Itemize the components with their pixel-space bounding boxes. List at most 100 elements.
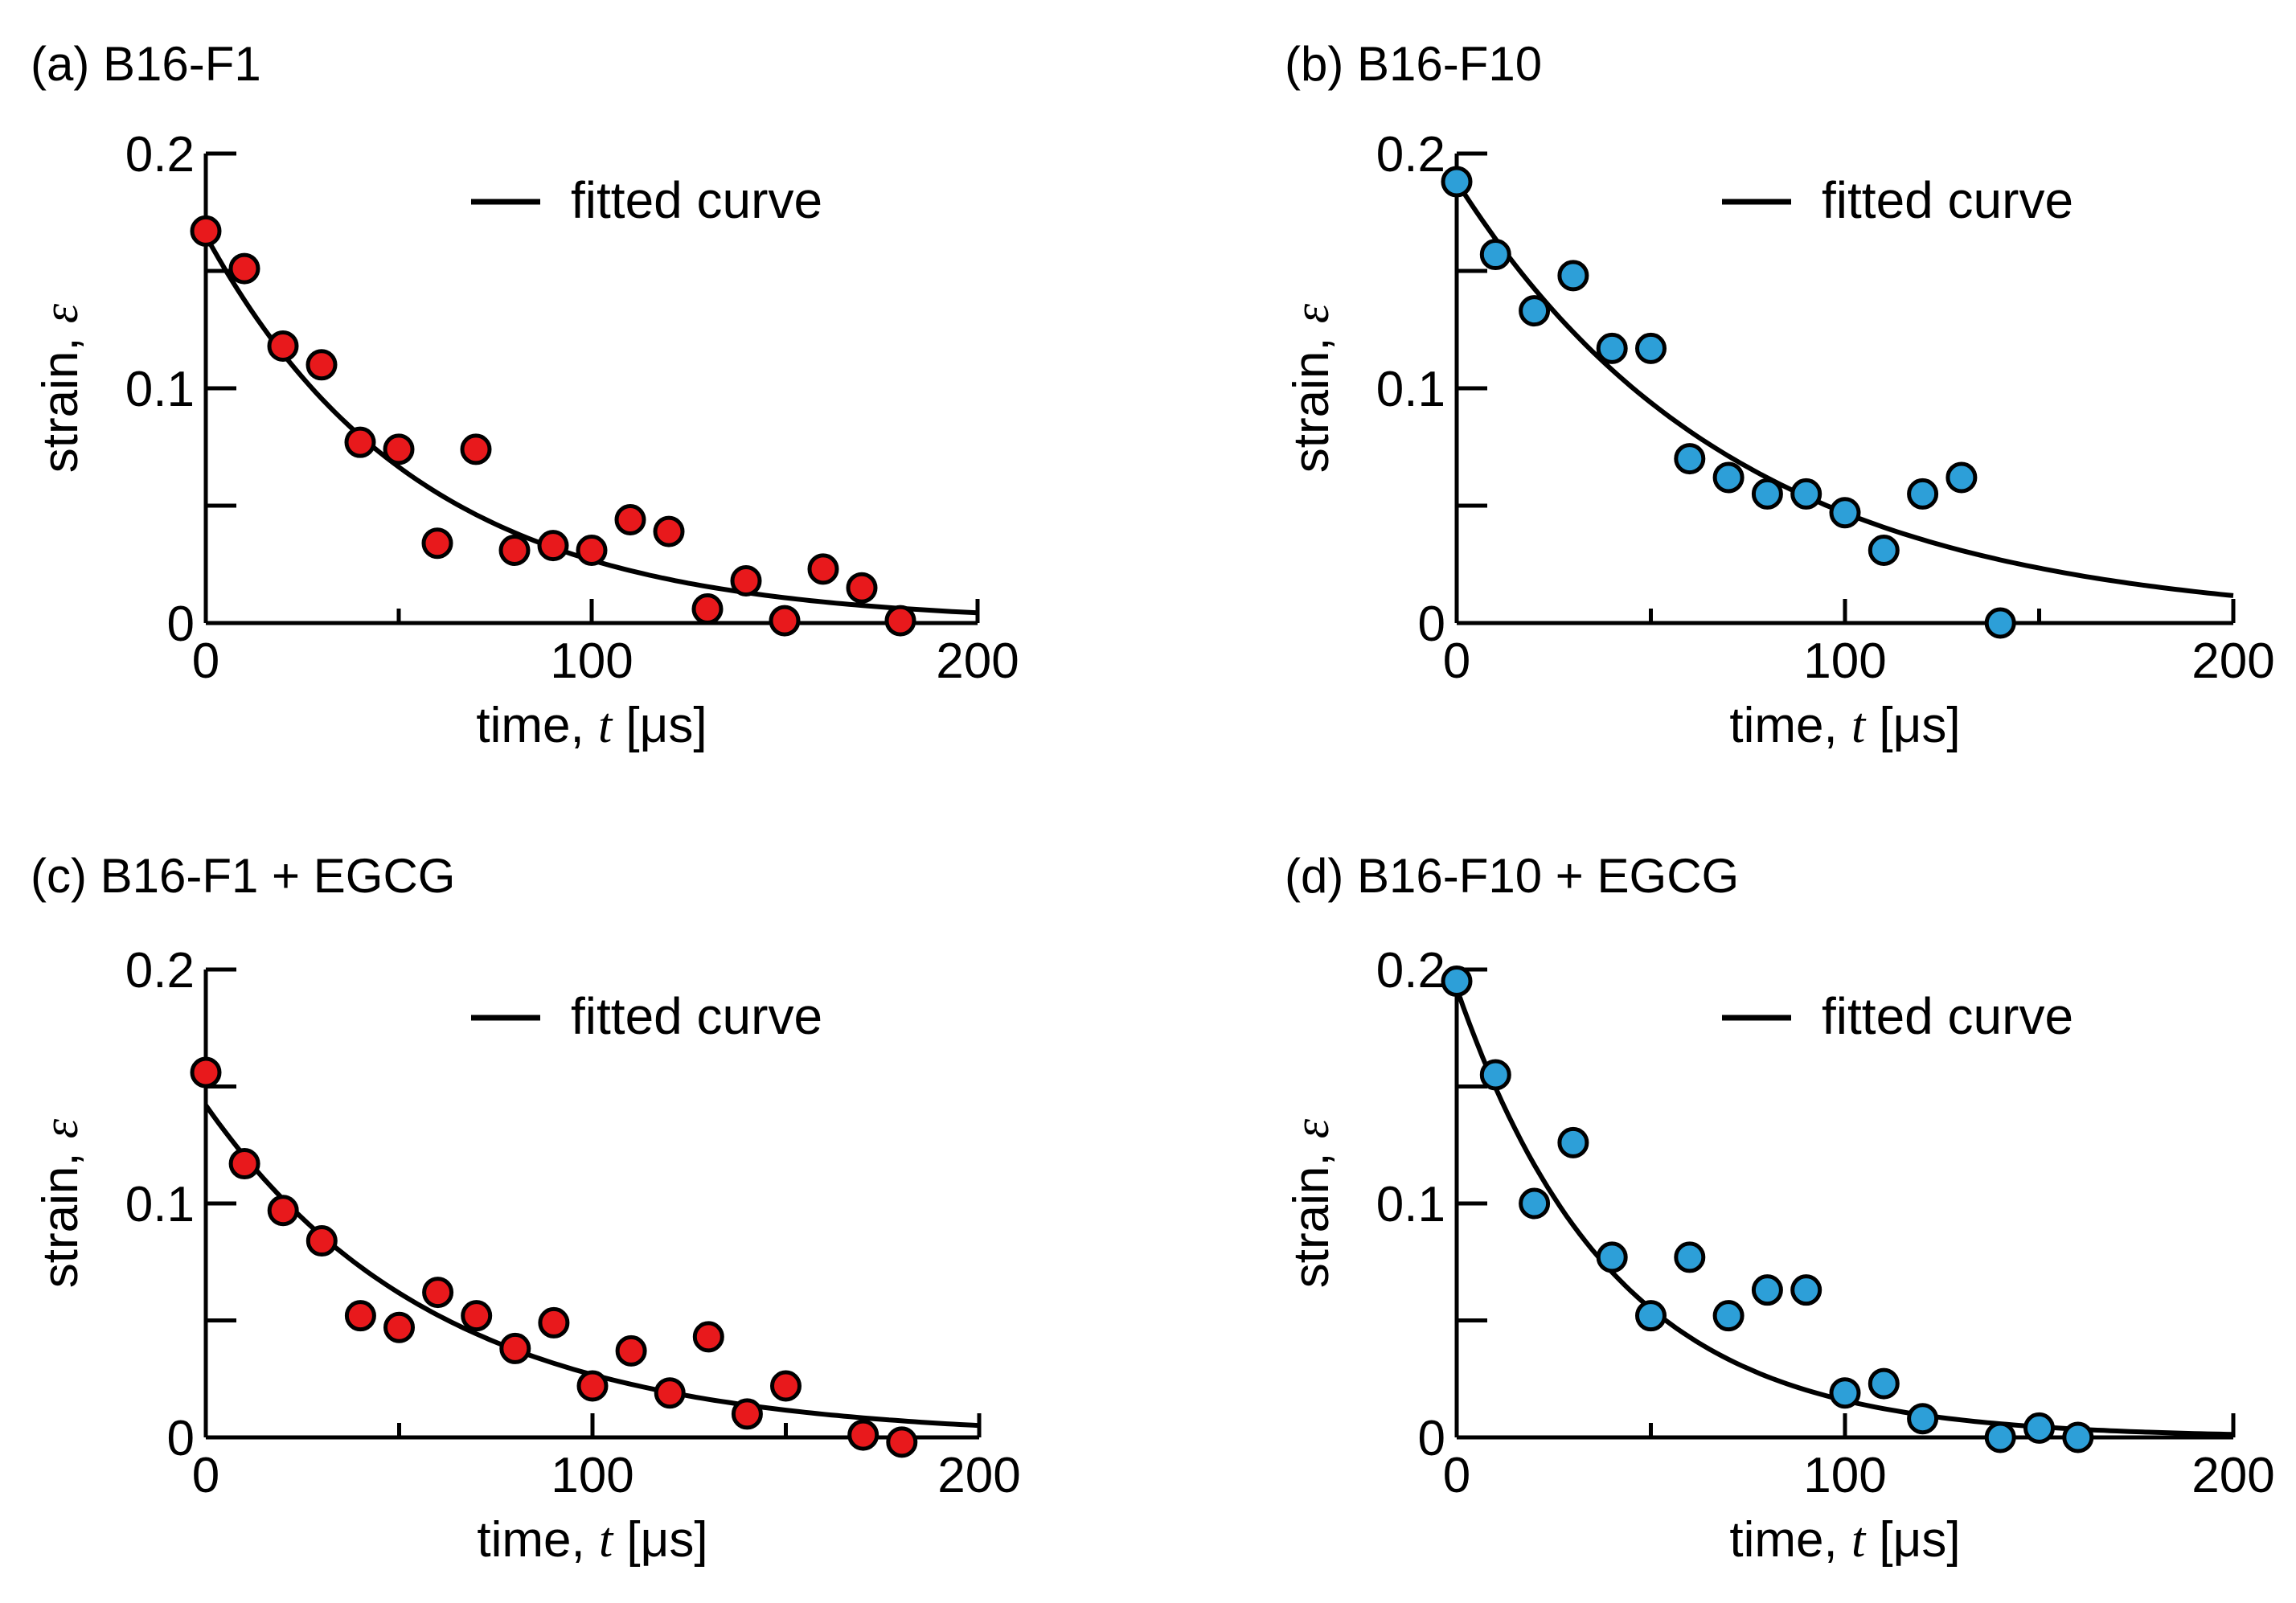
x-tick-label: 200 <box>2191 1448 2274 1503</box>
data-point <box>1479 1059 1511 1091</box>
data-point <box>886 1426 918 1458</box>
x-axis-label-var: t <box>599 1513 614 1568</box>
x-axis-label-suffix: [μs] <box>1865 1512 1960 1568</box>
data-point <box>499 1332 531 1364</box>
data-point <box>498 534 531 566</box>
y-axis-label-prefix: strain, <box>33 1138 88 1288</box>
data-point <box>305 1225 338 1257</box>
data-point <box>538 1306 570 1339</box>
data-point <box>691 592 724 625</box>
data-point <box>1519 1187 1551 1220</box>
data-point <box>730 564 762 597</box>
y-axis-label: strain, ε <box>33 1118 88 1288</box>
y-tick-label: 0.2 <box>1376 943 1445 998</box>
data-point <box>422 1277 454 1309</box>
y-tick-label: 0 <box>167 597 195 652</box>
y-tick-label: 0.1 <box>1376 1177 1445 1232</box>
y-axis-label: strain, ε <box>1284 1118 1339 1288</box>
x-tick-label: 100 <box>1803 633 1886 689</box>
x-axis-label-var: t <box>1851 699 1867 753</box>
data-point <box>1984 1421 2016 1453</box>
y-axis-label-var: ε <box>1285 303 1339 323</box>
data-point <box>769 605 801 637</box>
x-tick-label: 200 <box>936 633 1019 689</box>
x-tick-label: 100 <box>550 633 633 689</box>
chart-title: (d) B16-F10 + EGCG <box>1285 849 1739 903</box>
data-point <box>2023 1412 2055 1444</box>
x-tick-label: 100 <box>1803 1448 1886 1503</box>
y-axis-label-var: ε <box>34 303 88 323</box>
data-point <box>344 426 376 458</box>
fitted-curve-line <box>1454 987 2234 1437</box>
data-point <box>576 1370 609 1402</box>
data-point <box>1557 1126 1589 1158</box>
data-point <box>1751 1274 1783 1306</box>
data-point <box>653 515 685 547</box>
data-point <box>190 1056 222 1088</box>
y-tick-label: 0 <box>167 1411 195 1466</box>
data-point <box>1868 534 1900 566</box>
x-axis-label: time, t [μs] <box>476 698 707 753</box>
x-axis-label-var: t <box>1851 1513 1867 1568</box>
data-point <box>1557 260 1589 292</box>
data-point <box>1712 461 1745 494</box>
y-axis-label: strain, ε <box>1284 303 1339 473</box>
x-axis-label-prefix: time, <box>477 1512 599 1568</box>
x-tick-label: 0 <box>192 1448 219 1503</box>
x-axis-label-prefix: time, <box>476 698 598 753</box>
data-point <box>1674 443 1706 475</box>
data-point <box>1984 607 2016 639</box>
data-point <box>1790 478 1822 510</box>
data-point <box>383 1311 415 1343</box>
y-tick-label: 0.1 <box>1376 362 1445 417</box>
x-tick-label: 0 <box>1443 1448 1470 1503</box>
data-point <box>267 330 299 362</box>
y-axis-label-prefix: strain, <box>33 323 88 473</box>
x-axis-label-var: t <box>598 699 613 753</box>
legend-label: fitted curve <box>1822 171 2073 229</box>
data-point <box>807 553 839 585</box>
y-tick-label: 0.2 <box>1376 127 1445 182</box>
chart-panel-d: (d) B16-F10 + EGCG 0 100 200 0 0.1 0.2 time, t … <box>1284 849 2275 1568</box>
data-point <box>1441 965 1473 998</box>
data-point <box>1868 1367 1900 1400</box>
y-axis-label: strain, ε <box>33 303 88 473</box>
data-point <box>731 1398 763 1430</box>
data-point <box>1945 461 1978 494</box>
x-tick-label: 200 <box>2191 633 2274 689</box>
data-point <box>576 534 608 566</box>
y-tick-label: 0.1 <box>125 362 195 417</box>
x-axis-label-prefix: time, <box>1729 698 1851 753</box>
y-axis-label-var: ε <box>1285 1118 1339 1138</box>
data-point <box>1790 1274 1822 1306</box>
data-point <box>1674 1241 1706 1273</box>
data-point <box>847 1419 879 1451</box>
data-point <box>1829 497 1861 529</box>
x-tick-label: 0 <box>192 633 219 689</box>
data-point <box>1751 478 1783 510</box>
chart-panel-c: (c) B16-F1 + EGCG 0 100 200 0 0.1 0.2 time, t [… <box>31 849 1021 1568</box>
data-point <box>1596 332 1628 364</box>
data-point <box>1479 239 1511 271</box>
data-point <box>1635 332 1667 364</box>
data-point <box>344 1300 376 1332</box>
x-tick-label: 100 <box>551 1448 633 1503</box>
x-axis-label-prefix: time, <box>1729 1512 1851 1568</box>
data-point <box>1635 1300 1667 1332</box>
data-point <box>228 1148 260 1180</box>
data-point <box>190 215 222 247</box>
x-axis-label-suffix: [μs] <box>1865 698 1960 753</box>
data-point <box>770 1370 802 1402</box>
data-point <box>1712 1300 1745 1332</box>
y-axis-label-var: ε <box>34 1118 88 1138</box>
data-point <box>461 1300 493 1332</box>
data-point <box>846 572 878 604</box>
x-tick-label: 0 <box>1443 633 1470 689</box>
x-axis-label-suffix: [μs] <box>613 1512 707 1568</box>
legend-label: fitted curve <box>571 987 822 1045</box>
x-tick-label: 200 <box>937 1448 1020 1503</box>
y-tick-label: 0.2 <box>125 127 195 182</box>
data-point <box>692 1321 724 1353</box>
fitted-curve-line <box>1454 180 2234 598</box>
